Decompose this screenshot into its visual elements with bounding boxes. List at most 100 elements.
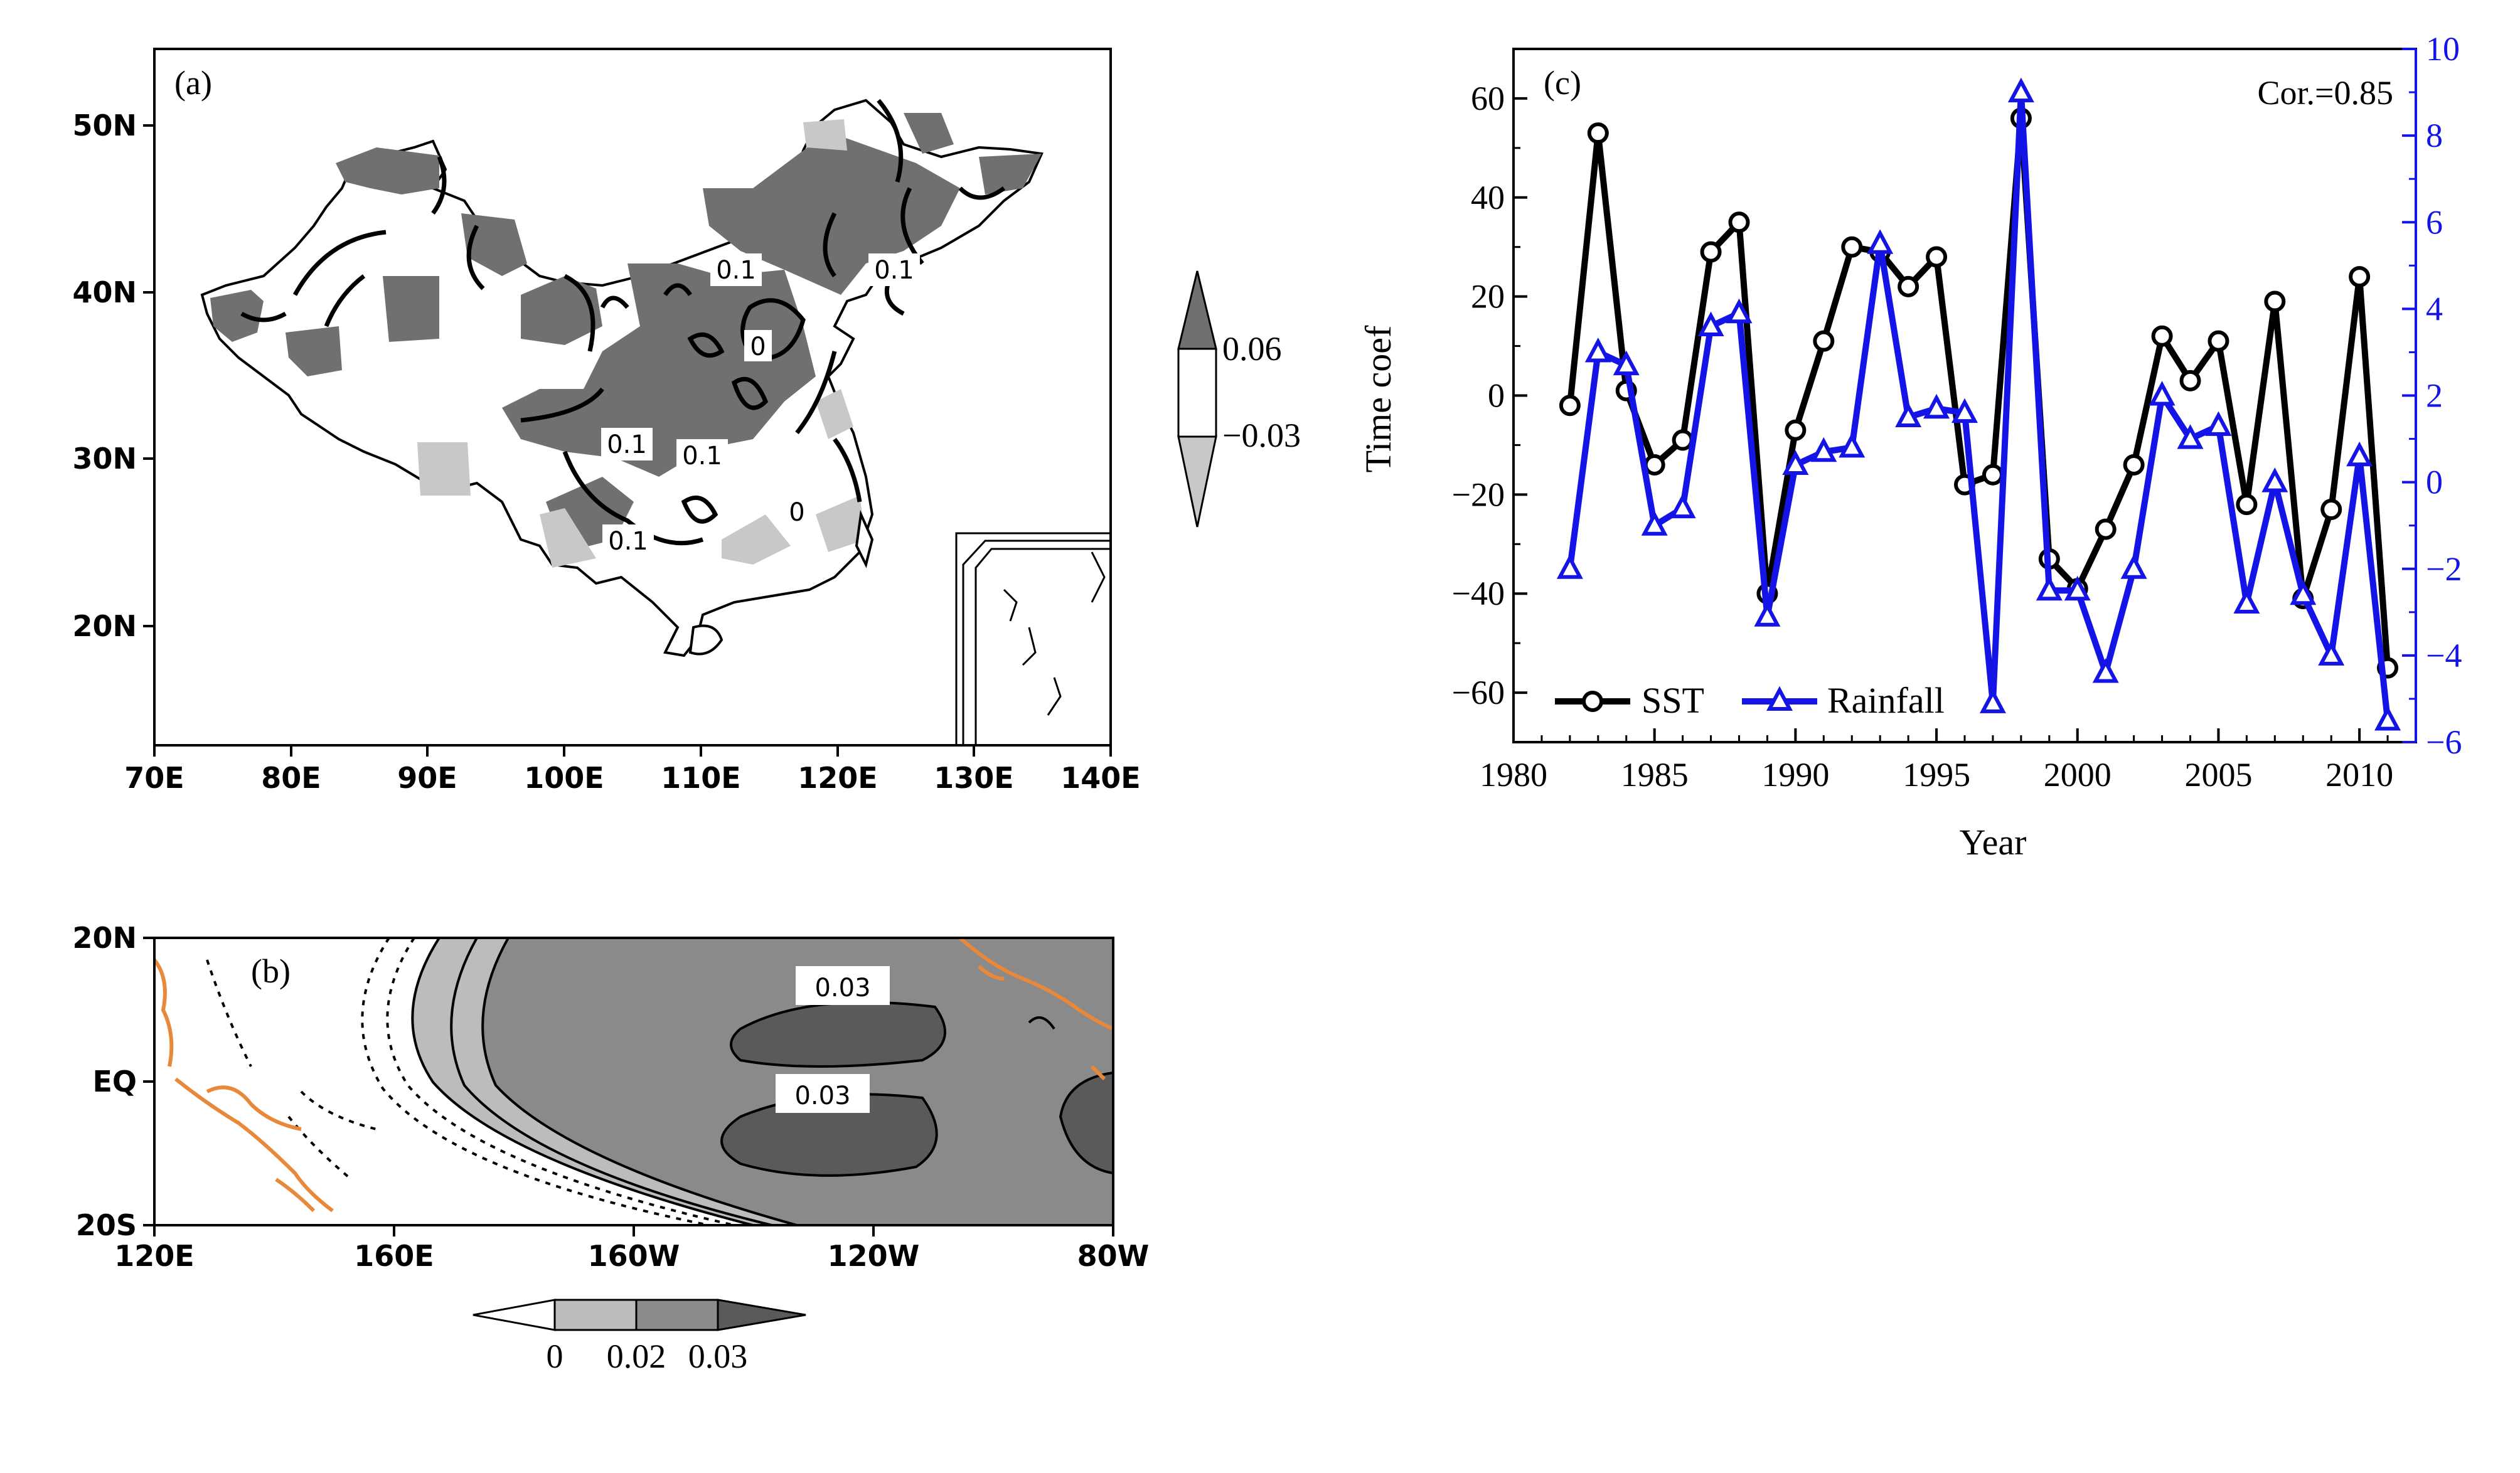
panel-a-x-axis (153, 745, 1112, 757)
series-line-rainfall (1566, 89, 2391, 721)
point-sst-1990 (1785, 419, 1807, 441)
colorbar-b-white (472, 1299, 556, 1331)
y-right-tick-label: −4 (2426, 637, 2462, 674)
point-rainfall-2005 (2205, 411, 2232, 436)
x-axis-title: Year (1960, 822, 2027, 863)
panel-c-x-axis: 1980 1985 1990 1995 2000 2005 2010 (1480, 728, 2393, 794)
x-tick-label: 120E (798, 761, 877, 795)
y-left-tick-label: −40 (1452, 575, 1505, 612)
clabel-a-2: 0 (744, 330, 772, 361)
y-right-tick-label: 6 (2426, 203, 2443, 241)
point-rainfall-1992 (1839, 433, 1866, 458)
y-tick-label: 20N (72, 921, 137, 955)
x-tick-label: 1990 (1761, 756, 1829, 794)
point-rainfall-1994 (1895, 402, 1922, 428)
legend-item-rainfall: Rainfall (1742, 680, 1945, 721)
contour-lines-b (411, 938, 1055, 1225)
y-left-tick-label: −60 (1452, 674, 1505, 711)
clabel-b-1: 0.03 (796, 966, 890, 1005)
x-tick-label: 160W (588, 1239, 680, 1273)
taiwan-island (855, 509, 874, 568)
point-rainfall-1982 (1556, 554, 1583, 579)
contour-labels-a: 0.1 0 0.1 0.1 0.1 0.1 0 (601, 253, 920, 557)
colorbar-b-level-1: 0 (547, 1337, 563, 1375)
point-sst-1986 (1672, 429, 1694, 451)
y-tick-label: EQ (92, 1065, 137, 1098)
svg-text:0: 0 (750, 332, 766, 361)
y-tick-label: 20S (76, 1208, 137, 1242)
point-rainfall-1995 (1923, 393, 1950, 419)
clabel-a-4: 0.1 (601, 428, 653, 460)
point-sst-1982 (1559, 395, 1581, 417)
panel-a-y-axis (143, 124, 154, 627)
x-tick-label: 2005 (2184, 756, 2252, 794)
y-left-tick-label: −20 (1452, 476, 1505, 513)
colorbar-a-level-1: 0.06 (1222, 330, 1282, 368)
panel-a-china-map: 0.1 0 0.1 0.1 0.1 0.1 0 (a) 70E 80E 90E … (72, 48, 1301, 795)
panel-c-label: (c) (1544, 64, 1581, 102)
y-right-tick-label: −6 (2426, 723, 2462, 761)
point-rainfall-2002 (2120, 554, 2147, 579)
panel-b-x-tick-labels: 120E 160E 160W 120W 80W (114, 1239, 1149, 1273)
panel-c-series (1556, 77, 2401, 731)
colorbar-b-level-2: 0.02 (607, 1337, 666, 1375)
colorbar-b-light (553, 1299, 638, 1331)
clabel-a-1: 0.1 (710, 253, 762, 286)
colorbar-a-level-2: −0.03 (1222, 417, 1301, 454)
y-right-tick-label: 4 (2426, 290, 2443, 327)
svg-text:0.1: 0.1 (874, 256, 914, 285)
point-sst-2007 (2264, 290, 2286, 312)
point-rainfall-2004 (2177, 424, 2204, 449)
point-sst-1994 (1898, 275, 1919, 297)
point-sst-1992 (1841, 236, 1863, 258)
x-tick-label: 100E (524, 761, 604, 795)
colorbar-b-mid (635, 1299, 719, 1331)
point-rainfall-1998 (2007, 77, 2034, 103)
x-tick-label: 130E (934, 761, 1013, 795)
x-tick-label: 120W (828, 1239, 920, 1273)
y-right-tick-label: 0 (2426, 464, 2443, 501)
x-tick-label: 80W (1077, 1239, 1150, 1273)
svg-text:0.1: 0.1 (608, 527, 648, 556)
svg-text:0.03: 0.03 (814, 974, 870, 1002)
x-tick-label: 1980 (1480, 756, 1547, 794)
x-tick-label: 1985 (1621, 756, 1689, 794)
point-sst-2006 (2236, 494, 2258, 516)
panel-c-frame (1512, 48, 2417, 743)
clabel-a-3: 0.1 (868, 253, 920, 286)
point-sst-2004 (2179, 370, 2201, 391)
series-line-sst (1566, 115, 2391, 668)
south-china-sea-inset (955, 532, 1111, 745)
point-sst-1987 (1700, 241, 1722, 263)
shade-level-3-east (1059, 1071, 1113, 1175)
y-left-tick-label: 0 (1488, 377, 1505, 415)
point-sst-1997 (1982, 464, 2004, 486)
panel-a-frame (153, 48, 1112, 747)
y-right-tick-label: −2 (2426, 550, 2462, 588)
point-rainfall-1988 (1726, 298, 1753, 324)
panel-a-colorbar (1177, 270, 1217, 528)
x-tick-label: 120E (114, 1239, 194, 1273)
shaded-regions-dark (210, 113, 1042, 552)
y-right-tick-label: 10 (2426, 30, 2460, 68)
point-rainfall-1984 (1613, 350, 1640, 376)
point-rainfall-2007 (2261, 467, 2288, 492)
point-rainfall-2008 (2290, 580, 2317, 605)
panel-c-right-y-axis: 10 8 6 4 2 0 −2 −4 −6 (2402, 30, 2462, 761)
svg-text:0: 0 (789, 498, 804, 527)
point-rainfall-1991 (1810, 437, 1837, 462)
point-rainfall-2001 (2092, 658, 2119, 683)
point-sst-2002 (2123, 454, 2145, 476)
colorbar-a-light (1177, 435, 1217, 528)
point-rainfall-2011 (2374, 706, 2401, 731)
clabel-a-7: 0 (783, 497, 811, 527)
x-tick-label: 90E (397, 761, 457, 795)
y-tick-label: 20N (72, 609, 137, 643)
x-tick-label: 80E (261, 761, 321, 795)
point-rainfall-1985 (1641, 511, 1668, 536)
x-tick-label: 160E (354, 1239, 434, 1273)
y-right-tick-label: 2 (2426, 377, 2443, 415)
y-left-tick-label: 20 (1471, 278, 1505, 316)
clabel-b-2: 0.03 (776, 1074, 870, 1113)
